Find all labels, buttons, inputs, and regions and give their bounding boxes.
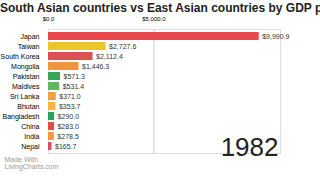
svg-text:Pakistan: Pakistan <box>13 73 40 80</box>
svg-text:$371.0: $371.0 <box>59 93 81 100</box>
svg-text:Japan: Japan <box>20 33 39 41</box>
svg-text:$0.0: $0.0 <box>43 17 55 22</box>
svg-text:$571.3: $571.3 <box>64 73 86 80</box>
svg-text:$165.7: $165.7 <box>55 143 77 150</box>
svg-text:Made WithLivingCharts.com: Made WithLivingCharts.com <box>5 156 59 171</box>
svg-text:China: China <box>21 123 39 130</box>
svg-text:Bangladesh: Bangladesh <box>3 113 40 121</box>
svg-text:$2,112.4: $2,112.4 <box>96 53 123 60</box>
svg-text:$5,000.0: $5,000.0 <box>142 17 166 22</box>
svg-text:$531.4: $531.4 <box>63 83 85 90</box>
svg-text:India: India <box>24 133 39 140</box>
svg-text:$9,990.9: $9,990.9 <box>262 33 289 40</box>
svg-text:$2,727.6: $2,727.6 <box>109 43 136 50</box>
svg-text:Taiwan: Taiwan <box>18 43 40 50</box>
svg-text:1982: 1982 <box>221 132 279 162</box>
svg-text:Sri Lanka: Sri Lanka <box>10 93 40 100</box>
svg-text:Maldives: Maldives <box>12 83 40 90</box>
svg-text:South Korea: South Korea <box>1 53 40 60</box>
svg-text:Nepal: Nepal <box>21 143 40 151</box>
svg-text:Bhutan: Bhutan <box>17 103 39 110</box>
svg-text:$353.7: $353.7 <box>59 103 81 110</box>
svg-text:$278.5: $278.5 <box>57 133 79 140</box>
svg-text:$290.0: $290.0 <box>58 113 80 120</box>
svg-text:$283.0: $283.0 <box>57 123 79 130</box>
svg-text:Mongolia: Mongolia <box>11 63 40 71</box>
svg-text:$1,446.3: $1,446.3 <box>82 63 109 70</box>
